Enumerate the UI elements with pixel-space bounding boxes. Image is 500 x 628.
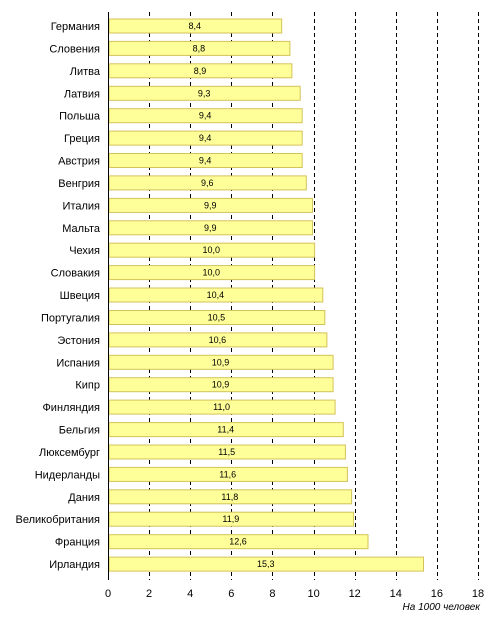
- category-label-16: Кипр: [75, 380, 100, 392]
- value-label-1: 8,8: [193, 43, 206, 53]
- category-label-1: Словения: [49, 43, 100, 55]
- value-label-17: 11,0: [213, 402, 230, 412]
- category-label-15: Испания: [56, 357, 100, 369]
- category-label-20: Нидерланды: [35, 469, 100, 481]
- category-label-7: Венгрия: [58, 178, 100, 190]
- value-label-5: 9,4: [199, 133, 212, 143]
- category-label-4: Польша: [59, 111, 101, 123]
- category-label-23: Франция: [55, 537, 100, 549]
- category-label-24: Ирландия: [49, 559, 100, 571]
- value-label-2: 8,9: [194, 66, 207, 76]
- category-label-21: Дания: [68, 492, 100, 504]
- category-label-2: Литва: [70, 66, 101, 78]
- value-label-16: 10,9: [212, 380, 230, 390]
- value-label-9: 9,9: [204, 223, 217, 233]
- x-tick-label-18: 18: [472, 588, 484, 600]
- x-tick-label-6: 6: [228, 588, 234, 600]
- value-label-23: 12,6: [229, 537, 247, 547]
- x-tick-label-10: 10: [307, 588, 319, 600]
- category-label-22: Великобритания: [16, 514, 101, 526]
- value-label-12: 10,4: [207, 290, 225, 300]
- x-axis: Германия Словения Литва Латвия Польша Греция А…: [16, 12, 484, 600]
- value-label-14: 10,6: [209, 335, 227, 345]
- value-label-4: 9,4: [199, 111, 212, 121]
- category-label-14: Эстония: [57, 335, 100, 347]
- value-label-22: 11,9: [222, 514, 239, 524]
- bar-layer: 8,4 8,8 8,9 9,3 9,4 9,4 9,4 9,6 9,9 9,9 10,0 10,0 10…: [108, 18, 424, 572]
- value-label-11: 10,0: [203, 268, 221, 278]
- category-label-6: Австрия: [58, 156, 100, 168]
- value-label-19: 11,5: [218, 447, 235, 457]
- value-label-13: 10,5: [208, 313, 226, 323]
- category-label-12: Швеция: [60, 290, 100, 302]
- unit-label: На 1000 человек: [403, 602, 482, 613]
- x-tick-label-12: 12: [349, 588, 361, 600]
- x-tick-label-16: 16: [431, 588, 443, 600]
- value-label-6: 9,4: [199, 156, 212, 166]
- value-label-20: 11,6: [219, 469, 236, 479]
- value-label-7: 9,6: [201, 178, 214, 188]
- category-label-3: Латвия: [64, 88, 100, 100]
- value-label-15: 10,9: [212, 357, 230, 367]
- value-label-24: 15,3: [257, 559, 275, 569]
- value-label-0: 8,4: [189, 21, 202, 31]
- category-label-8: Италия: [63, 200, 101, 212]
- category-label-19: Люксембург: [39, 447, 100, 459]
- category-label-0: Германия: [51, 21, 100, 33]
- value-label-3: 9,3: [198, 88, 211, 98]
- value-label-18: 11,4: [217, 425, 234, 435]
- x-tick-label-8: 8: [269, 588, 275, 600]
- category-label-10: Чехия: [69, 245, 100, 257]
- x-tick-label-4: 4: [187, 588, 193, 600]
- category-label-11: Словакия: [51, 268, 100, 280]
- x-tick-label-0: 0: [105, 588, 111, 600]
- category-label-17: Финляндия: [42, 402, 100, 414]
- value-label-10: 10,0: [203, 245, 221, 255]
- category-label-9: Мальта: [62, 223, 101, 235]
- category-label-18: Бельгия: [59, 425, 100, 437]
- category-label-5: Греция: [64, 133, 100, 145]
- x-tick-label-14: 14: [390, 588, 402, 600]
- value-label-21: 11,8: [221, 492, 238, 502]
- x-tick-label-2: 2: [146, 588, 152, 600]
- category-label-13: Португалия: [41, 313, 100, 325]
- value-label-8: 9,9: [204, 200, 217, 210]
